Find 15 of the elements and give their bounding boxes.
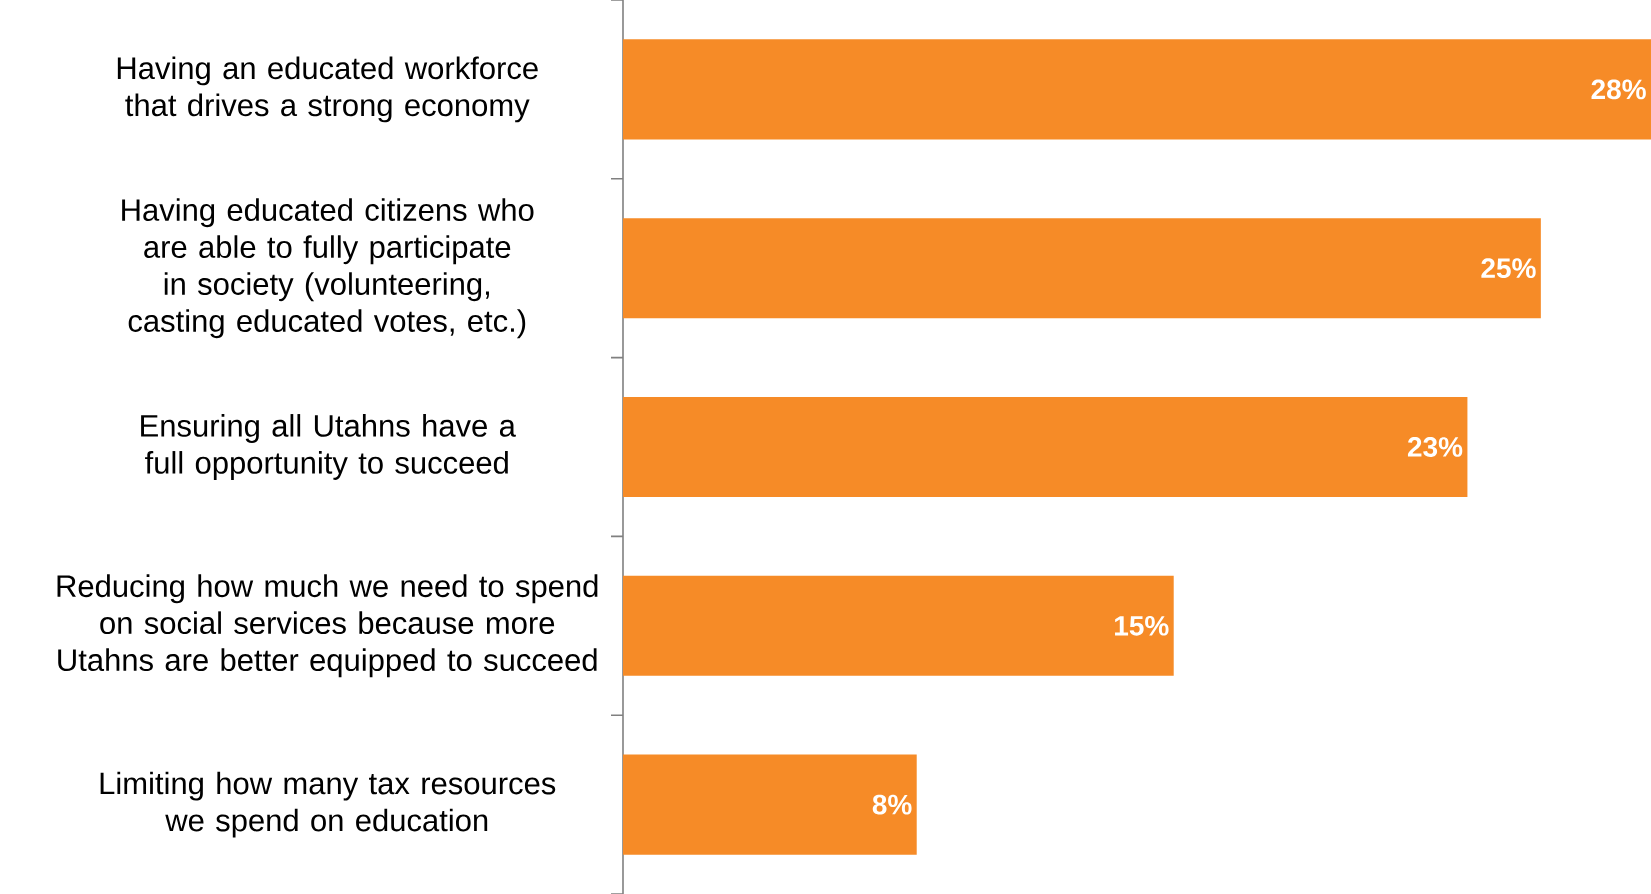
bar bbox=[623, 39, 1651, 140]
y-tick-label: Reducing how much we need to spend on social services because more Utahns are better equipped to succeed bbox=[57, 574, 598, 678]
bar bbox=[623, 575, 1174, 676]
data-label: 25% bbox=[1481, 258, 1536, 279]
data-label: 23% bbox=[1407, 437, 1463, 457]
data-label: 8% bbox=[872, 794, 912, 815]
bar bbox=[623, 396, 1468, 498]
y-tick-label: Limiting how many tax resources we spend on education bbox=[100, 771, 556, 838]
bar bbox=[623, 218, 1541, 319]
data-label: 28% bbox=[1591, 79, 1646, 100]
data-label: 15% bbox=[1115, 615, 1169, 636]
bar bbox=[623, 754, 917, 855]
y-tick-label: Having an educated workforce that drives a strong economy bbox=[117, 56, 538, 123]
y-tick-label: Ensuring all Utahns have a full opportunity to succeed bbox=[141, 414, 516, 480]
y-tick-label: Having educated citizens who are able to fully participate in society (volunteering, casting educated votes, etc.) bbox=[122, 198, 534, 339]
